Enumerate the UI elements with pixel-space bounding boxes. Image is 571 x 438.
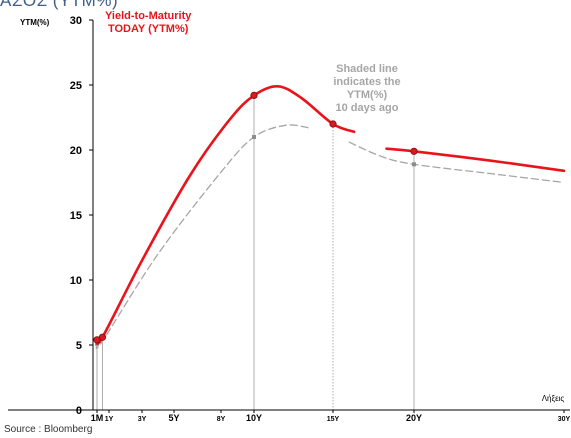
annotation-line-2: indicates the [333, 76, 401, 88]
x-tick-label-1M: 1M [91, 413, 104, 423]
x-axis-title: Λήξεις [542, 394, 565, 403]
series-ago-point-1 [252, 135, 256, 139]
source-note: Source : Bloomberg [4, 424, 93, 435]
x-tick-label-10Y: 10Y [246, 413, 262, 423]
series-today-point-1 [98, 333, 107, 341]
series-ago-line-a [95, 124, 310, 350]
series-today-line-a [95, 84, 356, 346]
y-tick-label-0: 0 [76, 405, 82, 417]
legend-today-line1: Yield-to-Maturity [105, 10, 192, 22]
x-tick-label-30Y: 30Y [558, 416, 571, 423]
annotation-line-4: 10 days ago [335, 102, 399, 114]
series-today-line-b [385, 147, 566, 173]
legend-today-line2: TODAY (YTM%) [107, 23, 189, 35]
y-tick-label-25: 25 [70, 80, 82, 92]
series-ago-line-b [348, 141, 565, 184]
ago-annotation: Shaded line indicates the YTM(%) 10 days… [318, 63, 416, 115]
y-tick-label-30: 30 [70, 15, 82, 27]
series-today-point-4 [410, 147, 418, 155]
annotation-line-3: YTM(%) [346, 89, 388, 101]
series-today-point-2 [250, 91, 258, 100]
legend-today: Yield-to-Maturity TODAY (YTM%) [105, 10, 191, 36]
x-tick-label-5Y: 5Y [168, 413, 179, 423]
annotation-line-1: Shaded line [336, 63, 398, 75]
x-tick-label-15Y: 15Y [327, 416, 340, 423]
series-today-point-3 [329, 120, 337, 128]
y-tick-label-15: 15 [70, 210, 82, 222]
x-tick-label-1Y: 1Y [105, 416, 114, 423]
x-tick-label-20Y: 20Y [406, 413, 422, 423]
page-title: ΑΣΟΣ (YTM%) [0, 0, 119, 10]
y-axis-title: YTM(%) [20, 18, 50, 27]
y-tick-label-10: 10 [70, 275, 82, 287]
x-tick-label-3Y: 3Y [138, 416, 147, 423]
y-tick-label-5: 5 [76, 340, 82, 352]
x-tick-label-8Y: 8Y [217, 416, 226, 423]
series-ago-point-2 [412, 162, 416, 167]
y-tick-label-20: 20 [70, 145, 82, 157]
